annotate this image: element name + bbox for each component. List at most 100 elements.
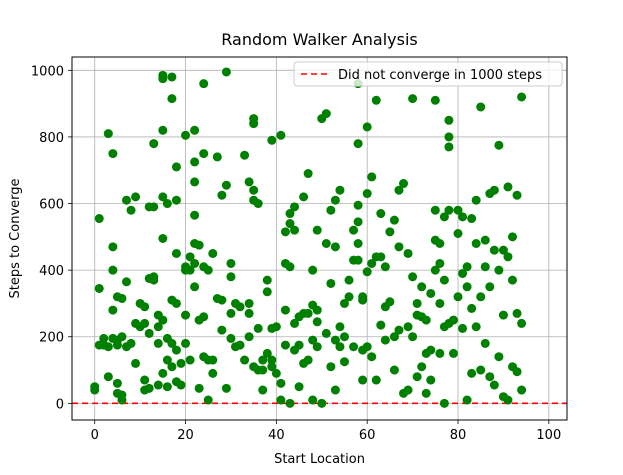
data-point: [362, 342, 372, 352]
data-point: [181, 130, 191, 140]
data-point: [199, 149, 209, 159]
data-point: [421, 315, 431, 325]
x-tick-label: 80: [450, 428, 467, 443]
data-point: [158, 74, 168, 84]
data-point: [126, 205, 136, 215]
data-point: [121, 195, 131, 205]
data-point: [339, 332, 349, 342]
data-point: [244, 177, 254, 187]
data-point: [153, 338, 163, 348]
data-point: [285, 219, 295, 229]
data-point: [290, 318, 300, 328]
data-point: [444, 142, 454, 152]
data-point: [167, 338, 177, 348]
data-point: [294, 382, 304, 392]
data-point: [190, 125, 200, 135]
data-point: [108, 305, 118, 315]
data-point: [453, 229, 463, 239]
data-point: [435, 348, 445, 358]
data-point: [290, 202, 300, 212]
data-point: [171, 162, 181, 172]
data-point: [280, 340, 290, 350]
data-point: [362, 122, 372, 132]
data-point: [158, 125, 168, 135]
data-point: [194, 383, 204, 393]
data-point: [212, 152, 222, 162]
data-point: [426, 288, 436, 298]
data-point: [339, 357, 349, 367]
data-point: [471, 195, 481, 205]
data-point: [426, 375, 436, 385]
data-point: [330, 335, 340, 345]
data-point: [462, 282, 472, 292]
data-point: [108, 265, 118, 275]
data-point: [430, 95, 440, 105]
data-point: [162, 355, 172, 365]
data-point: [421, 388, 431, 398]
data-point: [412, 372, 422, 382]
data-point: [353, 238, 363, 248]
data-point: [353, 217, 363, 227]
data-point: [167, 94, 177, 104]
data-point: [108, 242, 118, 252]
x-tick-label: 60: [359, 428, 376, 443]
data-point: [349, 225, 359, 235]
data-point: [471, 238, 481, 248]
data-point: [517, 318, 527, 328]
data-point: [221, 180, 231, 190]
data-point: [335, 185, 345, 195]
data-point: [140, 375, 150, 385]
data-point: [426, 345, 436, 355]
data-point: [448, 348, 458, 358]
data-point: [208, 355, 218, 365]
data-point: [308, 335, 318, 345]
data-point: [458, 323, 468, 333]
data-point: [226, 258, 236, 268]
data-point: [276, 130, 286, 140]
data-point: [217, 325, 227, 335]
grid-lines: [72, 57, 567, 420]
data-point: [167, 362, 177, 372]
chart-title: Random Walker Analysis: [221, 30, 418, 49]
data-point: [244, 308, 254, 318]
data-point: [385, 297, 395, 307]
data-point: [158, 234, 168, 243]
data-point: [149, 139, 159, 149]
data-point: [344, 292, 354, 302]
data-point: [485, 282, 495, 292]
data-point: [467, 214, 477, 224]
data-point: [462, 262, 472, 272]
data-point: [430, 265, 440, 275]
data-point: [362, 267, 372, 277]
legend: Did not converge in 1000 steps: [293, 61, 563, 87]
data-point: [262, 275, 272, 285]
data-point: [512, 367, 522, 377]
y-tick-label: 800: [39, 131, 64, 146]
data-point: [326, 278, 336, 288]
data-point: [140, 318, 150, 328]
data-point: [153, 380, 163, 390]
data-point: [471, 322, 481, 332]
data-point: [267, 135, 277, 145]
data-point: [226, 308, 236, 318]
data-point: [389, 332, 399, 342]
data-point: [458, 212, 468, 222]
data-point: [185, 252, 195, 262]
y-tick-label: 1000: [31, 64, 64, 79]
data-point: [494, 352, 504, 362]
data-point: [208, 248, 218, 258]
data-point: [335, 322, 345, 332]
data-point: [217, 295, 227, 305]
data-point: [262, 348, 272, 358]
data-point: [376, 209, 386, 219]
data-point: [203, 265, 213, 275]
data-point: [380, 335, 390, 345]
data-point: [162, 382, 172, 392]
data-point: [312, 342, 322, 352]
data-point: [330, 242, 340, 252]
data-point: [508, 232, 518, 242]
data-point: [317, 398, 327, 408]
data-point: [430, 205, 440, 215]
data-point: [349, 342, 359, 352]
